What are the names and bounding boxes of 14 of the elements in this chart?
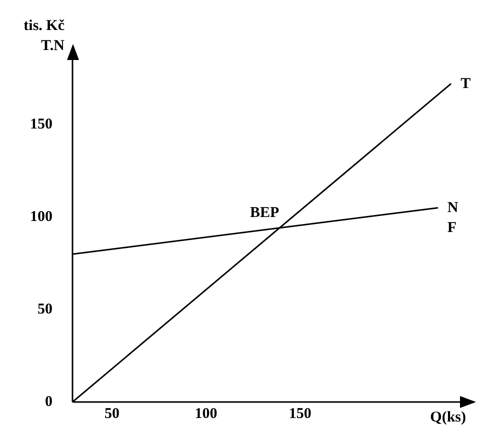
y-tick-label: 0	[45, 394, 52, 410]
annotation: F	[447, 220, 457, 236]
x-tick-label: 50	[104, 406, 120, 422]
x-axis-title: Q(ks)	[430, 409, 466, 426]
y-tick-label: 150	[30, 116, 52, 133]
series-label: T	[460, 76, 471, 92]
x-tick-label: 100	[194, 406, 218, 422]
y-tick-label: 100	[30, 209, 52, 226]
y-axis-title: T.N	[41, 38, 65, 54]
annotation: BEP	[250, 204, 280, 221]
y-tick-label: 50	[38, 301, 52, 318]
x-tick-label: 150	[288, 406, 312, 422]
series-label: N	[447, 200, 458, 216]
text: tis. Kč	[24, 18, 65, 34]
